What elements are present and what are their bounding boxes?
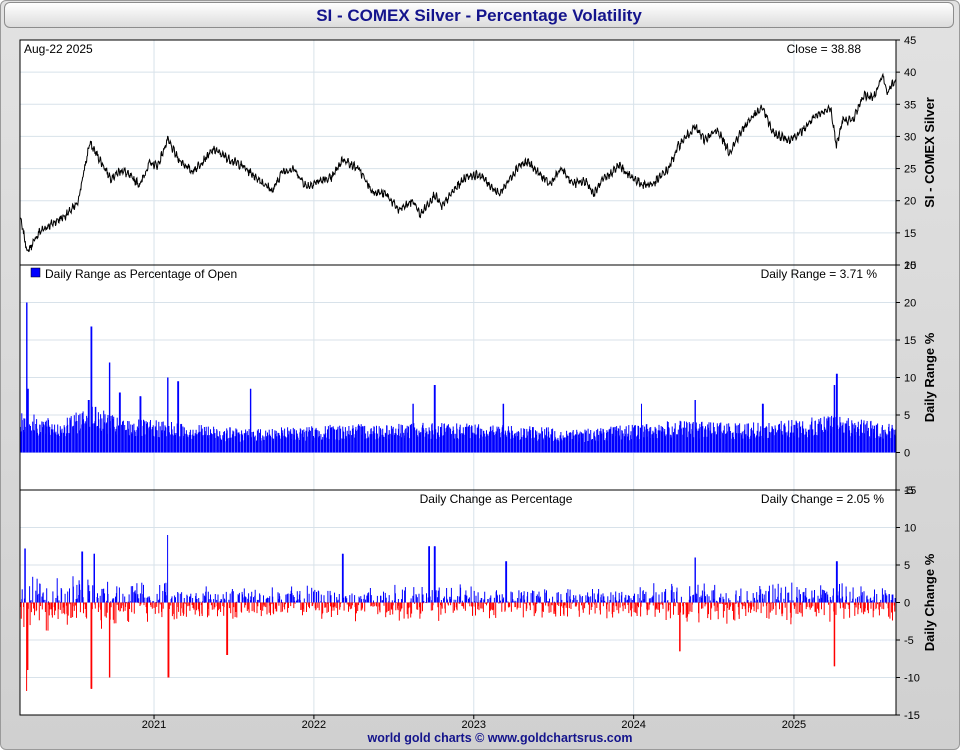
range-readout: Daily Range = 3.71 % xyxy=(761,267,878,281)
y-axis-label-range: Daily Range % xyxy=(922,332,937,422)
y-tick-label: 40 xyxy=(904,67,916,79)
y-tick-label: 0 xyxy=(904,448,910,460)
y-tick-label: -10 xyxy=(904,673,920,685)
x-tick-label: 2021 xyxy=(142,719,166,731)
y-tick-label: 30 xyxy=(904,131,916,143)
y-tick-label: 5 xyxy=(904,560,910,572)
change-bars xyxy=(19,535,897,691)
plot-area-price xyxy=(20,40,896,265)
footer-credit: world gold charts © www.goldchartsrus.co… xyxy=(367,731,633,745)
x-tick-label: 2024 xyxy=(621,719,645,731)
change-readout: Daily Change = 2.05 % xyxy=(761,492,884,506)
x-tick-label: 2025 xyxy=(782,719,806,731)
change-panel-title: Daily Change as Percentage xyxy=(420,492,573,506)
y-tick-label: 35 xyxy=(904,99,916,111)
y-axis-label-change: Daily Change % xyxy=(922,553,937,651)
y-tick-label: 0 xyxy=(904,598,910,610)
legend-swatch-range xyxy=(30,267,41,278)
y-tick-label: 15 xyxy=(904,485,916,497)
y-tick-label: 20 xyxy=(904,196,916,208)
price-line-si xyxy=(19,72,897,253)
y-tick-label: -5 xyxy=(904,635,914,647)
y-tick-label: -5 xyxy=(904,485,914,497)
y-axis-label-price: SI - COMEX Silver xyxy=(922,97,937,208)
y-tick-label: 5 xyxy=(904,410,910,422)
chart-title: SI - COMEX Silver - Percentage Volatilit… xyxy=(4,2,954,28)
y-tick-label: -15 xyxy=(904,710,920,722)
y-tick-label: 15 xyxy=(904,335,916,347)
y-tick-label: 10 xyxy=(904,260,916,272)
x-tick-label: 2022 xyxy=(302,719,326,731)
y-tick-label: 25 xyxy=(904,164,916,176)
date-label: Aug-22 2025 xyxy=(24,42,93,56)
y-tick-label: 45 xyxy=(904,35,916,47)
range-bars xyxy=(19,302,897,453)
y-tick-label: 10 xyxy=(904,373,916,385)
y-tick-label: 25 xyxy=(904,260,916,272)
legend-label-range: Daily Range as Percentage of Open xyxy=(45,267,237,281)
x-tick-label: 2023 xyxy=(462,719,486,731)
y-tick-label: 10 xyxy=(904,523,916,535)
y-tick-label: 15 xyxy=(904,228,916,240)
close-readout: Close = 38.88 xyxy=(787,42,862,56)
y-tick-label: 20 xyxy=(904,298,916,310)
